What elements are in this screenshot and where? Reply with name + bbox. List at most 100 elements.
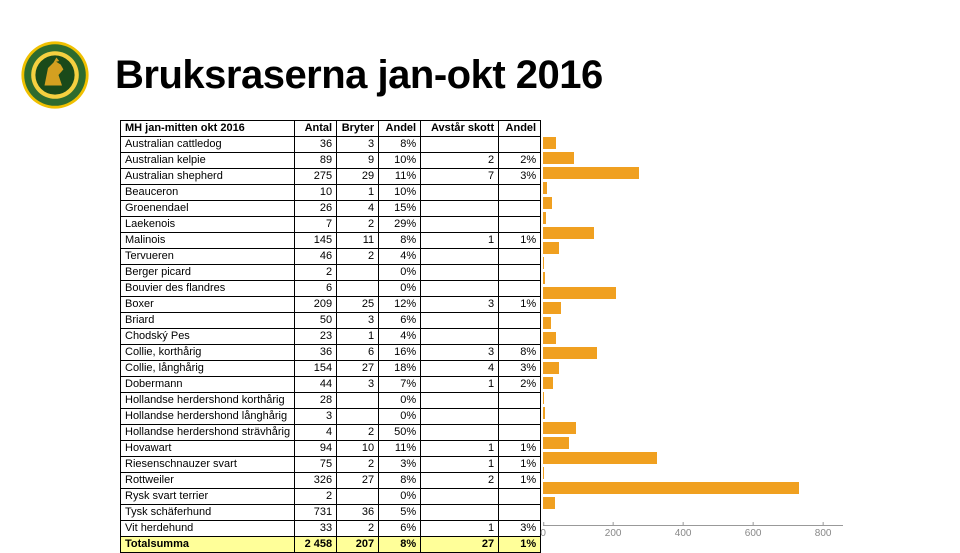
cell-name: Rottweiler: [121, 473, 295, 489]
cell-bryter: [337, 489, 379, 505]
table-row: Australian shepherd2752911%73%: [121, 169, 541, 185]
cell-name: Tysk schäferhund: [121, 505, 295, 521]
cell-andel2: [499, 409, 541, 425]
cell-bryter: 2: [337, 425, 379, 441]
cell-antal: 275: [295, 169, 337, 185]
cell-avstar: [421, 185, 499, 201]
bar-row: [543, 450, 843, 465]
cell-avstar: [421, 201, 499, 217]
table-row: Boxer2092512%31%: [121, 297, 541, 313]
cell-andel: 29%: [379, 217, 421, 233]
cell-name: Dobermann: [121, 377, 295, 393]
cell-antal: 2: [295, 489, 337, 505]
cell-bryter: 25: [337, 297, 379, 313]
table-row: Rottweiler326278%21%: [121, 473, 541, 489]
cell-bryter: 9: [337, 153, 379, 169]
cell-avstar: [421, 425, 499, 441]
cell-antal: 44: [295, 377, 337, 393]
cell-bryter: 36: [337, 505, 379, 521]
table-row: Riesenschnauzer svart7523%11%: [121, 457, 541, 473]
cell-avstar: 1: [421, 377, 499, 393]
cell-antal: 4: [295, 425, 337, 441]
bar: [543, 212, 545, 224]
cell-name: Laekenois: [121, 217, 295, 233]
cell-avstar: 7: [421, 169, 499, 185]
cell-andel: 11%: [379, 441, 421, 457]
bar-row: [543, 435, 843, 450]
cell-andel2: 2%: [499, 377, 541, 393]
cell-bryter: 27: [337, 473, 379, 489]
bar-row: [543, 285, 843, 300]
cell-antal: 26: [295, 201, 337, 217]
cell-avstar: 27: [421, 537, 499, 553]
cell-avstar: [421, 313, 499, 329]
table-row: Groenendael26415%: [121, 201, 541, 217]
bar-row: [543, 420, 843, 435]
cell-andel2: 3%: [499, 521, 541, 537]
cell-andel: 8%: [379, 473, 421, 489]
cell-antal: 6: [295, 281, 337, 297]
cell-andel2: 3%: [499, 361, 541, 377]
bar: [543, 227, 594, 239]
table-row: Laekenois7229%: [121, 217, 541, 233]
cell-name: Hollandse herdershond korthårig: [121, 393, 295, 409]
cell-antal: 36: [295, 345, 337, 361]
cell-name: Rysk svart terrier: [121, 489, 295, 505]
axis-tick: 400: [675, 528, 692, 539]
axis-tick: 0: [540, 528, 546, 539]
cell-bryter: 1: [337, 329, 379, 345]
bar: [543, 152, 574, 164]
cell-antal: 2: [295, 265, 337, 281]
cell-andel2: 8%: [499, 345, 541, 361]
bar: [543, 182, 547, 194]
cell-name: Australian shepherd: [121, 169, 295, 185]
bar: [543, 482, 799, 494]
cell-name: Hovawart: [121, 441, 295, 457]
bar: [543, 137, 556, 149]
cell-andel: 5%: [379, 505, 421, 521]
cell-andel2: [499, 185, 541, 201]
bar-row: [543, 195, 843, 210]
cell-avstar: 3: [421, 345, 499, 361]
bar-row: [543, 495, 843, 510]
cell-bryter: [337, 393, 379, 409]
bar-row: [543, 255, 843, 270]
th-antal: Antal: [295, 121, 337, 137]
cell-antal: 154: [295, 361, 337, 377]
cell-antal: 36: [295, 137, 337, 153]
cell-avstar: [421, 409, 499, 425]
bar-row: [543, 330, 843, 345]
cell-antal: 145: [295, 233, 337, 249]
cell-name: Bouvier des flandres: [121, 281, 295, 297]
cell-avstar: [421, 217, 499, 233]
cell-name: Groenendael: [121, 201, 295, 217]
bar-row: [543, 465, 843, 480]
cell-andel2: [499, 505, 541, 521]
cell-avstar: [421, 249, 499, 265]
cell-andel: 8%: [379, 137, 421, 153]
cell-andel2: [499, 249, 541, 265]
bar: [543, 362, 558, 374]
table-row: Australian cattledog3638%: [121, 137, 541, 153]
table-row: Rysk svart terrier20%: [121, 489, 541, 505]
cell-andel2: 1%: [499, 457, 541, 473]
th-avstar: Avstår skott: [421, 121, 499, 137]
cell-bryter: [337, 265, 379, 281]
bar-row: [543, 375, 843, 390]
cell-bryter: [337, 281, 379, 297]
cell-antal: 23: [295, 329, 337, 345]
cell-bryter: 2: [337, 217, 379, 233]
cell-andel2: 2%: [499, 153, 541, 169]
cell-antal: 94: [295, 441, 337, 457]
table-row: Tervueren4624%: [121, 249, 541, 265]
cell-bryter: 3: [337, 313, 379, 329]
bar-row: [543, 225, 843, 240]
cell-andel2: [499, 313, 541, 329]
cell-name: Chodský Pes: [121, 329, 295, 345]
bar-row: [543, 480, 843, 495]
cell-bryter: 2: [337, 457, 379, 473]
cell-andel2: [499, 201, 541, 217]
cell-antal: 10: [295, 185, 337, 201]
table-row: Hollandse herdershond korthårig280%: [121, 393, 541, 409]
cell-andel: 10%: [379, 153, 421, 169]
